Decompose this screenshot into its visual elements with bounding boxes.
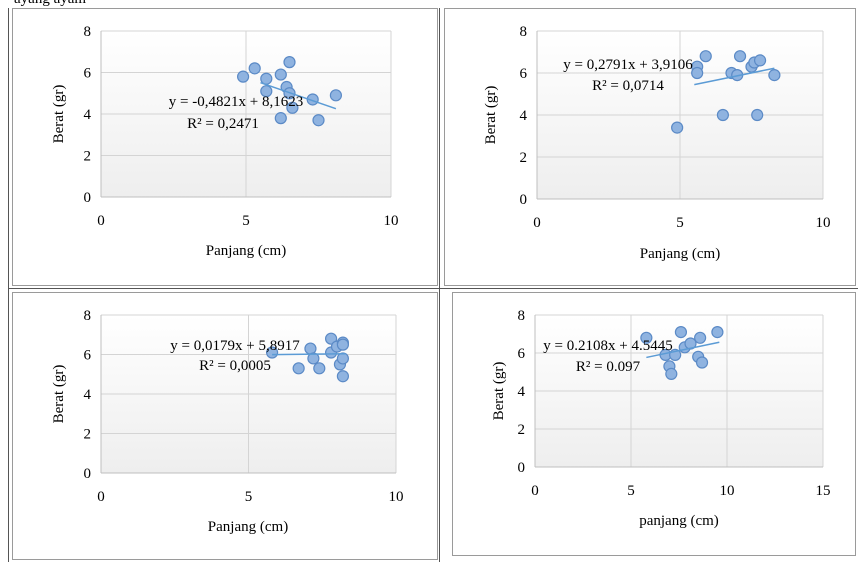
y-tick-label: 4 bbox=[520, 108, 528, 124]
chart-2: 0 2 4 6 8 0 5 10 Panjang (cm) Berat (gr) y = 0,279… bbox=[483, 24, 831, 262]
data-point bbox=[671, 121, 684, 134]
trendline bbox=[272, 352, 346, 356]
y-tick-label: 6 bbox=[84, 66, 92, 82]
y-tick-label: 2 bbox=[84, 149, 92, 165]
data-point bbox=[307, 352, 320, 365]
x-axis-label: panjang (cm) bbox=[639, 513, 719, 529]
x-tick-label: 0 bbox=[97, 213, 105, 229]
data-point bbox=[237, 70, 250, 83]
x-axis-label: Panjang (cm) bbox=[640, 246, 720, 262]
x-tick-label: 0 bbox=[533, 215, 541, 231]
y-tick-label: 0 bbox=[520, 192, 528, 208]
data-point bbox=[336, 352, 349, 365]
data-point bbox=[329, 89, 342, 102]
x-axis-label: Panjang (cm) bbox=[206, 243, 286, 259]
data-point bbox=[694, 331, 707, 344]
trendline-equation: y = 0.2108x + 4.5445 bbox=[543, 338, 672, 354]
data-point bbox=[274, 112, 287, 125]
y-tick-label: 8 bbox=[84, 24, 92, 40]
data-point bbox=[684, 337, 697, 350]
y-tick-label: 0 bbox=[84, 466, 92, 482]
y-tick-label: 6 bbox=[84, 348, 92, 364]
x-tick-label: 10 bbox=[384, 213, 399, 229]
y-tick-label: 4 bbox=[84, 387, 92, 403]
table-divider-vertical bbox=[439, 8, 440, 562]
x-tick-label: 5 bbox=[627, 483, 635, 499]
chart-4: 0 2 4 6 8 0 5 10 15 panjang (cm) Berat (gr) y = 0.2… bbox=[491, 308, 831, 529]
chart-frame-2: 0 2 4 6 8 0 5 10 Panjang (cm) Berat (gr) y = 0,279… bbox=[444, 8, 856, 286]
y-tick-label: 2 bbox=[518, 422, 526, 438]
data-point bbox=[699, 50, 712, 63]
data-point bbox=[753, 54, 767, 67]
data-point bbox=[283, 56, 296, 69]
r-squared-label: R² = 0,2471 bbox=[187, 116, 259, 132]
data-point bbox=[716, 108, 729, 122]
chart-frame-3: 0 2 4 6 8 0 5 10 Panjang (cm) Berat (gr) y = 0,017… bbox=[12, 292, 438, 560]
data-point bbox=[640, 331, 653, 344]
x-axis-label: Panjang (cm) bbox=[208, 519, 288, 535]
y-tick-label: 2 bbox=[84, 427, 92, 443]
data-point bbox=[312, 114, 325, 127]
chart-frame-1: 0 2 4 6 8 0 5 10 Panjang (cm) Berat (gr) y = -0,48… bbox=[12, 8, 438, 286]
y-tick-label: 6 bbox=[520, 66, 528, 82]
data-point bbox=[274, 68, 287, 81]
x-tick-label: 10 bbox=[816, 215, 831, 231]
y-axis-label: Berat (gr) bbox=[51, 365, 67, 424]
y-tick-label: 0 bbox=[518, 460, 526, 476]
y-axis-label: Berat (gr) bbox=[483, 86, 499, 145]
x-tick-label: 5 bbox=[245, 489, 253, 505]
trendline-equation: y = -0,4821x + 8,1623 bbox=[169, 94, 303, 110]
data-point bbox=[674, 325, 688, 339]
y-tick-label: 0 bbox=[84, 190, 92, 206]
y-tick-label: 8 bbox=[84, 308, 92, 324]
data-point bbox=[248, 62, 261, 75]
y-tick-label: 8 bbox=[518, 308, 526, 324]
y-tick-label: 4 bbox=[518, 384, 526, 400]
y-tick-label: 6 bbox=[518, 346, 526, 362]
data-point bbox=[336, 338, 349, 351]
r-squared-label: R² = 0,0005 bbox=[199, 358, 271, 374]
y-axis-label: Berat (gr) bbox=[491, 362, 507, 421]
data-point bbox=[691, 66, 704, 80]
trendline bbox=[694, 67, 775, 86]
data-point bbox=[768, 68, 781, 82]
y-tick-label: 8 bbox=[520, 24, 528, 40]
data-point bbox=[260, 85, 273, 98]
x-tick-label: 5 bbox=[242, 213, 250, 229]
data-point bbox=[751, 108, 764, 122]
trendline bbox=[260, 81, 337, 110]
x-tick-label: 0 bbox=[97, 489, 105, 505]
data-point bbox=[286, 101, 299, 114]
data-point bbox=[336, 370, 349, 383]
data-point bbox=[711, 325, 724, 339]
x-tick-label: 5 bbox=[676, 215, 684, 231]
r-squared-label: R² = 0,0714 bbox=[592, 78, 664, 94]
chart-frame-4: 0 2 4 6 8 0 5 10 15 panjang (cm) Berat (gr) y = 0.2… bbox=[452, 292, 856, 556]
trendline bbox=[646, 341, 720, 359]
data-point bbox=[665, 367, 678, 381]
trendline-equation: y = 0,2791x + 3,9106 bbox=[563, 57, 693, 73]
x-tick-label: 15 bbox=[816, 483, 831, 499]
y-tick-label: 2 bbox=[520, 150, 528, 166]
y-axis-label: Berat (gr) bbox=[51, 85, 67, 144]
data-point bbox=[292, 362, 305, 375]
table-border-left bbox=[8, 8, 9, 562]
top-cropped-text: ayang ayam bbox=[14, 0, 86, 8]
x-tick-label: 10 bbox=[389, 489, 404, 505]
x-tick-label: 0 bbox=[531, 483, 539, 499]
data-point bbox=[313, 362, 326, 375]
trendline-equation: y = 0,0179x + 5,8917 bbox=[170, 338, 300, 354]
r-squared-label: R² = 0.097 bbox=[576, 359, 641, 375]
x-tick-label: 10 bbox=[720, 483, 735, 499]
data-point bbox=[733, 50, 747, 63]
data-point bbox=[695, 356, 709, 369]
table-divider-horizontal bbox=[8, 288, 858, 289]
chart-1: 0 2 4 6 8 0 5 10 Panjang (cm) Berat (gr) y = -0,48… bbox=[51, 24, 399, 259]
chart-3: 0 2 4 6 8 0 5 10 Panjang (cm) Berat (gr) y = 0,017… bbox=[51, 308, 404, 535]
y-tick-label: 4 bbox=[84, 107, 92, 123]
